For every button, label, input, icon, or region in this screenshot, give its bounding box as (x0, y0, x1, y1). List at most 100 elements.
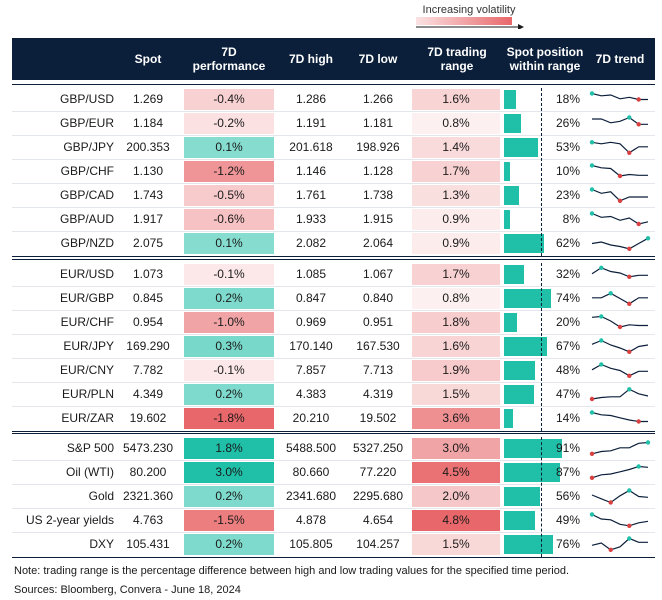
trend-min-marker (636, 221, 641, 227)
trend-sparkline (589, 163, 648, 179)
position-value: 18% (555, 92, 580, 106)
perf-heat-cell (184, 534, 274, 555)
perf-heat-cell (184, 408, 274, 429)
position-bar (504, 511, 535, 530)
table-row: EUR/GBP 0.845 0.2% 0.847 0.840 0.8% 74% (12, 287, 655, 310)
pair-label: GBP/EUR (59, 116, 114, 130)
pair-label: Gold (88, 489, 114, 503)
range-heat-cell (412, 462, 500, 483)
position-value: 26% (555, 116, 580, 130)
trend-max-marker (627, 387, 632, 392)
position-midline (541, 437, 542, 557)
trend-min-marker (589, 451, 595, 456)
high-value: 80.660 (292, 465, 330, 479)
position-bar (504, 162, 510, 181)
position-value: 23% (555, 188, 580, 202)
table-row: EUR/CNY 7.782 -0.1% 7.857 7.713 1.9% 48% (12, 359, 655, 382)
position-value: 74% (555, 291, 580, 305)
trend-max-marker (627, 536, 632, 541)
group-end-rule (12, 431, 655, 432)
low-value: 2295.680 (352, 489, 404, 503)
high-value: 0.969 (295, 315, 327, 329)
trend-min-marker (627, 150, 632, 155)
range-heat-cell (412, 408, 500, 429)
range-heat-cell (412, 288, 500, 309)
low-value: 2.064 (362, 236, 394, 250)
trend-line (591, 237, 649, 250)
low-value: 167.530 (356, 339, 400, 353)
range-heat-cell (412, 312, 500, 333)
position-value: 56% (555, 489, 580, 503)
trend-line (591, 141, 648, 154)
low-value: 77.220 (359, 465, 397, 479)
position-bar (504, 186, 519, 205)
perf-value: -0.1% (213, 267, 245, 281)
trend-min-marker (627, 274, 632, 279)
trend-sparkline (591, 236, 651, 251)
table-row: S&P 500 5473.230 1.8% 5488.500 5327.250 3.0% 9… (12, 437, 655, 460)
trend-min-marker (608, 500, 613, 505)
trend-min-marker (627, 246, 632, 251)
table-row: GBP/NZD 2.075 0.1% 2.082 2.064 0.9% 62% (12, 232, 655, 255)
range-heat-cell (412, 89, 500, 110)
position-bar (504, 409, 513, 428)
perf-heat-cell (184, 360, 274, 381)
range-heat-cell (412, 486, 500, 507)
high-value: 1.286 (295, 92, 327, 106)
trend-sparkline (589, 410, 648, 424)
low-value: 4.319 (362, 387, 394, 401)
header-high: 7D high (289, 52, 333, 66)
perf-value: -0.6% (213, 212, 245, 226)
pair-label: EUR/JPY (63, 339, 114, 353)
range-value: 0.9% (442, 236, 470, 250)
low-value: 1.738 (362, 188, 394, 202)
trend-min-marker (589, 396, 595, 402)
range-value: 4.8% (442, 513, 470, 527)
perf-value: -0.2% (213, 116, 245, 130)
perf-value: 0.1% (215, 236, 243, 250)
position-bar (504, 289, 551, 308)
trend-min-marker (636, 122, 641, 127)
position-bar (504, 439, 562, 458)
row-divider (12, 382, 655, 383)
trend-max-marker (645, 236, 651, 241)
trend-max-marker (589, 140, 595, 145)
group-end-rule (12, 256, 655, 257)
table-row: EUR/JPY 169.290 0.3% 170.140 167.530 1.6% 67% (12, 335, 655, 358)
position-bar (504, 210, 510, 229)
row-divider (12, 358, 655, 359)
trend-sparkline (591, 314, 648, 330)
header-perf: 7D performance (192, 45, 266, 73)
table-row: GBP/CAD 1.743 -0.5% 1.761 1.738 1.3% 23% (12, 184, 655, 207)
row-divider (12, 406, 655, 407)
range-value: 1.7% (442, 267, 470, 281)
low-value: 198.926 (356, 140, 400, 154)
range-heat-cell (412, 209, 500, 230)
group-separator (12, 259, 655, 260)
spot-value: 0.954 (132, 315, 164, 329)
pair-label: EUR/USD (59, 267, 114, 281)
perf-heat-cell (184, 486, 274, 507)
trend-max-marker (599, 338, 604, 343)
pair-label: GBP/USD (59, 92, 114, 106)
row-divider (12, 159, 655, 160)
range-value: 0.8% (442, 291, 470, 305)
perf-heat-cell (184, 438, 274, 459)
trend-sparkline (591, 265, 648, 279)
spot-value: 1.917 (132, 212, 164, 226)
range-value: 1.4% (442, 140, 470, 154)
trend-sparkline (589, 440, 651, 456)
perf-heat-cell (184, 510, 274, 531)
table-row: EUR/CHF 0.954 -1.0% 0.969 0.951 1.8% 20% (12, 311, 655, 334)
high-value: 0.847 (295, 291, 327, 305)
trend-max-marker (589, 410, 595, 415)
trend-min-marker (636, 419, 641, 424)
trend-sparkline (591, 338, 649, 354)
table-row: Gold 2321.360 0.2% 2341.680 2295.680 2.0% 56% (12, 485, 655, 508)
perf-heat-cell (184, 113, 274, 134)
pair-label: EUR/GBP (59, 291, 114, 305)
low-value: 1.266 (362, 92, 394, 106)
trend-sparkline (592, 115, 648, 127)
row-divider (12, 207, 655, 208)
range-value: 1.9% (442, 363, 470, 377)
